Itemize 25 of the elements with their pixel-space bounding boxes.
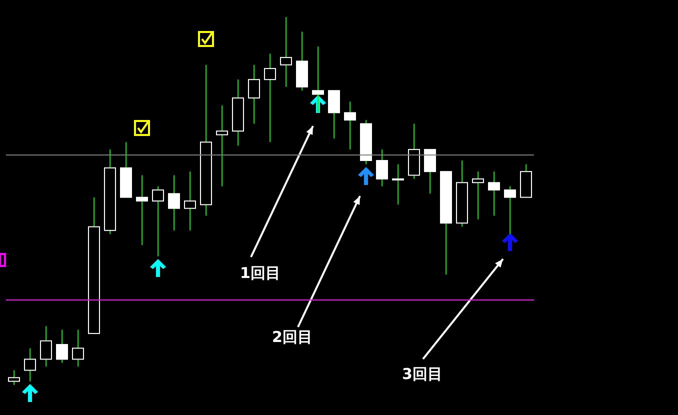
annotation: 3回目 <box>402 365 442 384</box>
candlestick <box>56 329 68 364</box>
candlestick <box>328 90 340 139</box>
candlestick <box>312 46 324 114</box>
candlestick <box>280 17 292 88</box>
annotation: 1回目 <box>240 264 280 283</box>
annotation: 2回目 <box>272 328 312 347</box>
candlestick <box>344 101 356 150</box>
candlestick <box>392 164 404 206</box>
candlestick <box>24 348 36 382</box>
candlestick <box>504 186 516 235</box>
candlestick <box>184 171 196 231</box>
candlestick <box>72 329 84 368</box>
candlestick <box>216 104 228 187</box>
candlestick <box>376 148 388 187</box>
candlestick <box>168 174 180 231</box>
candlestick <box>424 148 436 194</box>
candlestick <box>8 370 20 385</box>
candlestick <box>248 64 260 124</box>
candlestick <box>472 171 484 220</box>
candlestick <box>136 174 148 246</box>
candlestick <box>152 186 164 257</box>
candlestick <box>264 53 276 143</box>
candlestick <box>40 326 52 368</box>
candlestick <box>488 171 500 216</box>
